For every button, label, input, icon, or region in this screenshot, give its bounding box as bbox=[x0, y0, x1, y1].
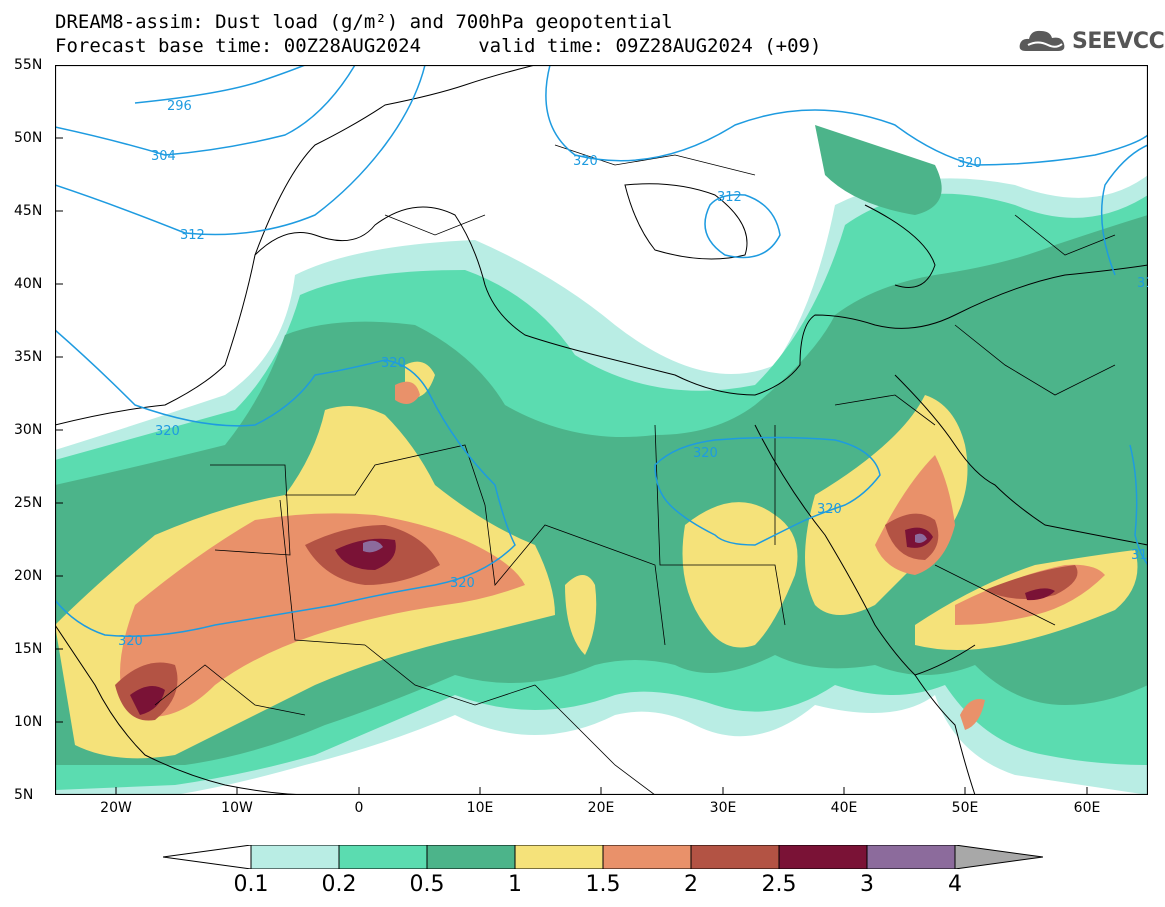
lon-label: 20W bbox=[100, 800, 132, 816]
contour-label: 320 bbox=[573, 154, 598, 169]
lat-label: 30N bbox=[14, 422, 43, 438]
colorbar-low-arrow bbox=[163, 845, 252, 869]
lat-label: 5N bbox=[14, 787, 34, 803]
cloud-icon bbox=[1019, 30, 1065, 51]
lat-label: 40N bbox=[14, 276, 43, 292]
lon-label: 50E bbox=[951, 800, 979, 816]
contour-label: 320 bbox=[155, 424, 180, 439]
contour-label: 312 bbox=[717, 190, 742, 205]
contour-labels: 296 304 312 320 320 320 320 320 320 320 … bbox=[118, 99, 1148, 649]
lat-label: 50N bbox=[14, 130, 43, 146]
lat-label: 15N bbox=[14, 641, 43, 657]
colorbar-swatch bbox=[778, 845, 868, 869]
country-borders bbox=[154, 144, 1116, 795]
colorbar-swatch bbox=[690, 845, 780, 869]
lon-label: 30E bbox=[709, 800, 737, 816]
map-subtitle: Forecast base time: 00Z28AUG2024 valid t… bbox=[55, 35, 822, 57]
colorbar-swatch bbox=[426, 845, 516, 869]
coastlines bbox=[55, 65, 1148, 795]
contour-label: 312 bbox=[180, 228, 205, 243]
colorbar-label: 3 bbox=[860, 872, 874, 897]
map-panel: 296 304 312 320 320 320 320 320 320 320 … bbox=[55, 65, 1148, 795]
contour-label: 296 bbox=[167, 99, 192, 114]
colorbar-label: 0.1 bbox=[233, 872, 269, 897]
map-title: DREAM8-assim: Dust load (g/m²) and 700hP… bbox=[55, 11, 673, 33]
contour-label: 320 bbox=[693, 446, 718, 461]
colorbar-label: 1 bbox=[508, 872, 522, 897]
contour-label: 320 bbox=[450, 576, 475, 591]
lon-label: 10W bbox=[221, 800, 253, 816]
colorbar-label: 0.2 bbox=[321, 872, 357, 897]
colorbar-swatch bbox=[602, 845, 692, 869]
colorbar-label: 4 bbox=[948, 872, 962, 897]
lon-label: 60E bbox=[1073, 800, 1101, 816]
contour-label: 31 bbox=[1137, 276, 1148, 291]
colorbar-swatch bbox=[514, 845, 604, 869]
colorbar bbox=[163, 845, 1043, 869]
lon-label: 0 bbox=[354, 800, 364, 816]
contour-label: 320 bbox=[118, 634, 143, 649]
lat-label: 55N bbox=[14, 57, 43, 73]
colorbar-label: 2.5 bbox=[761, 872, 797, 897]
colorbar-label: 1.5 bbox=[585, 872, 621, 897]
colorbar-swatch bbox=[338, 845, 428, 869]
colorbar-high-arrow bbox=[954, 845, 1043, 869]
contour-label: 320 bbox=[817, 502, 842, 517]
contour-label: 31 bbox=[1131, 548, 1148, 563]
lon-label: 10E bbox=[466, 800, 494, 816]
colorbar-label: 2 bbox=[684, 872, 698, 897]
axis-ticks bbox=[55, 65, 1088, 795]
contour-label: 304 bbox=[151, 149, 176, 164]
lat-label: 20N bbox=[14, 568, 43, 584]
logo-text: SEEVCCC bbox=[1072, 28, 1165, 54]
dust-map: 296 304 312 320 320 320 320 320 320 320 … bbox=[55, 65, 1148, 795]
contour-label: 320 bbox=[957, 156, 982, 171]
colorbar-label: 0.5 bbox=[409, 872, 445, 897]
seevccc-logo: SEEVCCC bbox=[1018, 26, 1165, 56]
contour-label: 320 bbox=[381, 356, 406, 371]
lat-label: 25N bbox=[14, 495, 43, 511]
geopotential-contours bbox=[55, 65, 1148, 637]
lat-label: 10N bbox=[14, 714, 43, 730]
dust-level-3 bbox=[363, 533, 927, 553]
lon-label: 20E bbox=[587, 800, 615, 816]
lat-label: 45N bbox=[14, 203, 43, 219]
colorbar-swatch bbox=[250, 845, 340, 869]
lat-label: 35N bbox=[14, 349, 43, 365]
lon-label: 40E bbox=[830, 800, 858, 816]
colorbar-swatch bbox=[866, 845, 956, 869]
